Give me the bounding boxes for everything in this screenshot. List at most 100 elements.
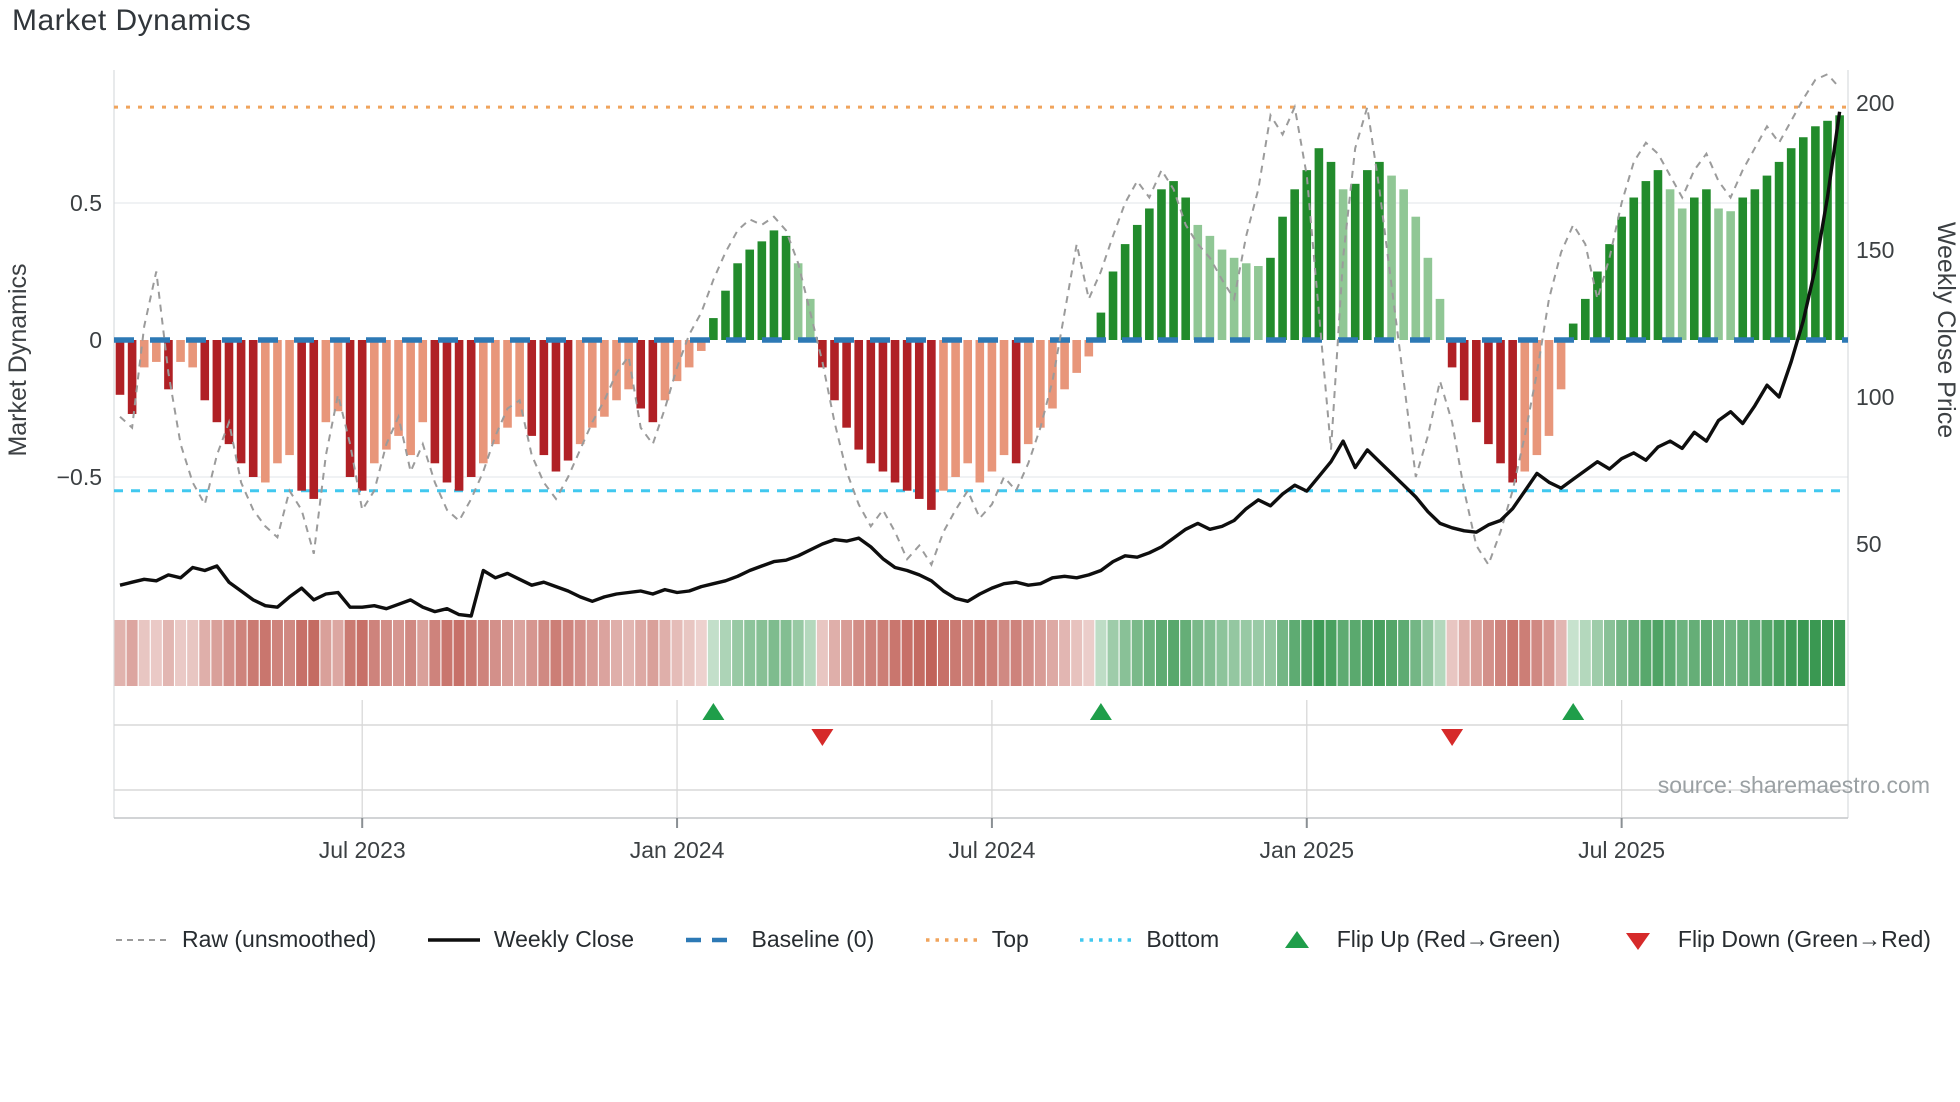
oscillator-bar — [1641, 181, 1651, 340]
oscillator-bar — [1023, 340, 1033, 445]
heatmap-cell — [1725, 620, 1737, 686]
heatmap-cell — [1119, 620, 1131, 686]
legend-item-dash-gray: Raw (unsmoothed) — [114, 926, 376, 953]
left-axis-title: Market Dynamics — [4, 263, 32, 456]
oscillator-bar — [1750, 189, 1760, 340]
oscillator-bar — [854, 340, 864, 450]
oscillator-bar — [430, 340, 440, 464]
heatmap-cell — [901, 620, 913, 686]
heatmap-cell — [1131, 620, 1143, 686]
heatmap-cell — [598, 620, 610, 686]
right-axis-title: Weekly Close Price — [1932, 222, 1960, 438]
heatmap-cell — [1034, 620, 1046, 686]
oscillator-bar — [624, 340, 633, 390]
heatmap-cell — [1737, 620, 1749, 686]
oscillator-bar — [1786, 148, 1796, 340]
oscillator-bar — [466, 340, 476, 477]
heatmap-cell — [623, 620, 635, 686]
heatmap-cell — [1531, 620, 1543, 686]
heatmap-cell — [1289, 620, 1301, 686]
oscillator-bar — [1120, 244, 1130, 340]
heatmap-cell — [1749, 620, 1761, 686]
oscillator-bar — [999, 340, 1009, 456]
oscillator-bar — [1363, 170, 1372, 340]
oscillator-bar — [672, 340, 682, 382]
heatmap-cell — [1325, 620, 1337, 686]
legend-item-line-black: Weekly Close — [426, 926, 634, 953]
oscillator-bar — [1084, 340, 1094, 357]
heatmap-cell — [1107, 620, 1119, 686]
heatmap-cell — [671, 620, 683, 686]
heatmap-cell — [1761, 620, 1773, 686]
plot-gridlines — [113, 70, 1849, 818]
heatmap-cell — [1543, 620, 1555, 686]
heatmap-cell — [877, 620, 889, 686]
oscillator-bar — [418, 340, 428, 423]
oscillator-bar — [963, 340, 972, 464]
x-tick-label: Jul 2024 — [948, 837, 1035, 863]
oscillator-bar — [818, 340, 827, 368]
flip-down-marker — [811, 729, 834, 746]
oscillator-bar — [345, 340, 355, 477]
oscillator-bar — [1060, 340, 1069, 390]
oscillator-bar — [1690, 197, 1699, 340]
right-axis: 200 150 100 50 Weekly Close Price — [1856, 90, 1960, 557]
heatmap-cell — [695, 620, 707, 686]
heatmap-cell — [150, 620, 162, 686]
heatmap-cell — [1495, 620, 1507, 686]
oscillator-bar — [1811, 126, 1820, 340]
heatmap-cell — [514, 620, 526, 686]
tri-down-red-icon — [1610, 928, 1666, 952]
oscillator-bar — [406, 340, 415, 456]
heatmap-cell — [1458, 620, 1470, 686]
oscillator-bar — [370, 340, 379, 464]
x-axis: Jul 2023 Jan 2024 Jul 2024 Jan 2025 Jul 2025 — [114, 817, 1848, 863]
oscillator-bar — [236, 340, 246, 464]
oscillator-bar — [636, 340, 646, 409]
oscillator-bar — [479, 340, 488, 464]
dash-blue-icon — [684, 928, 740, 952]
oscillator-bar — [781, 235, 791, 340]
oscillator-bar — [333, 340, 343, 412]
heatmap-cell — [804, 620, 816, 686]
oscillator-bar — [914, 340, 924, 499]
heatmap-cell — [574, 620, 586, 686]
heatmap-cell — [998, 620, 1010, 686]
heatmap-cell — [1773, 620, 1785, 686]
oscillator-bar — [600, 340, 609, 417]
oscillator-bar — [612, 340, 621, 401]
oscillator-bar — [1568, 323, 1578, 340]
oscillator-bar — [321, 340, 331, 423]
oscillator-bar — [1241, 263, 1251, 340]
heatmap-cell — [1046, 620, 1058, 686]
oscillator-bar — [1145, 208, 1154, 340]
legend-item-tri-up-green: Flip Up (Red→Green) — [1269, 926, 1560, 953]
oscillator-bar — [515, 340, 524, 417]
heatmap-cell — [1337, 620, 1349, 686]
heatmap-cell — [707, 620, 719, 686]
oscillator-bar — [1581, 298, 1590, 340]
oscillator-bar — [709, 318, 718, 340]
heatmap-cell — [1640, 620, 1652, 686]
weekly-close-line — [119, 111, 1842, 618]
heatmap-cell — [913, 620, 925, 686]
oscillator-bar — [939, 340, 948, 491]
heatmap-cell — [1700, 620, 1712, 686]
oscillator-bar — [273, 340, 282, 464]
oscillator-bar — [1048, 340, 1057, 409]
heatmap-cell — [138, 620, 150, 686]
heatmap-cell — [1398, 620, 1410, 686]
heatmap-cell — [586, 620, 598, 686]
oscillator-bar — [793, 263, 803, 340]
oscillator-bar — [1593, 271, 1602, 340]
oscillator-bar — [1290, 189, 1299, 340]
heatmap-cell — [1301, 620, 1313, 686]
heatmap-cell — [223, 620, 235, 686]
oscillator-bar — [842, 340, 851, 428]
dot-orange-icon — [924, 928, 980, 952]
oscillator-bar — [1496, 340, 1505, 464]
heatmap-cell — [368, 620, 380, 686]
right-tick-label: 100 — [1856, 384, 1894, 410]
heatmap-cell — [1180, 620, 1192, 686]
tri-up-green-icon — [1269, 928, 1325, 952]
